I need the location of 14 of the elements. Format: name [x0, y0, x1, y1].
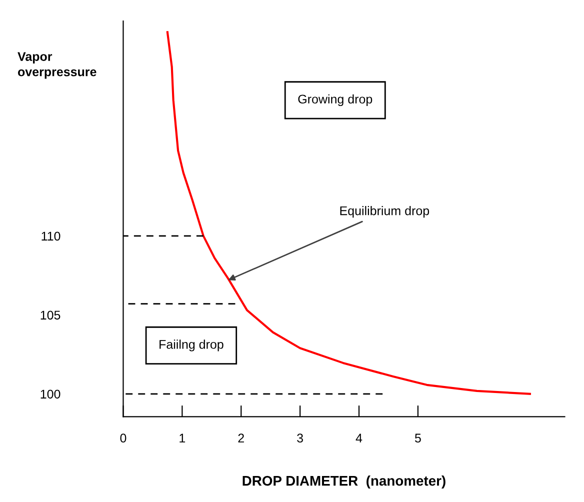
- x-tick-label: 4: [356, 434, 362, 442]
- annotation: Growing drop: [298, 94, 372, 106]
- y-tick-label: 110: [42, 232, 60, 241]
- x-tick-label: 2: [238, 434, 244, 442]
- x-tick-label: 5: [414, 434, 421, 443]
- x-axis-title: DROP DIAMETER (nanometer): [242, 476, 446, 488]
- x-tick-label: 0: [120, 434, 126, 443]
- y-axis-title: Vapor overpressure: [18, 52, 96, 79]
- x-tick-label: 1: [180, 434, 186, 442]
- annotation: Equilibrium drop: [340, 206, 430, 218]
- x-tick-label: 3: [297, 434, 303, 443]
- annotation: Faiilng drop: [160, 340, 224, 352]
- y-tick-label: 105: [40, 310, 60, 320]
- y-tick-label: 100: [40, 390, 60, 399]
